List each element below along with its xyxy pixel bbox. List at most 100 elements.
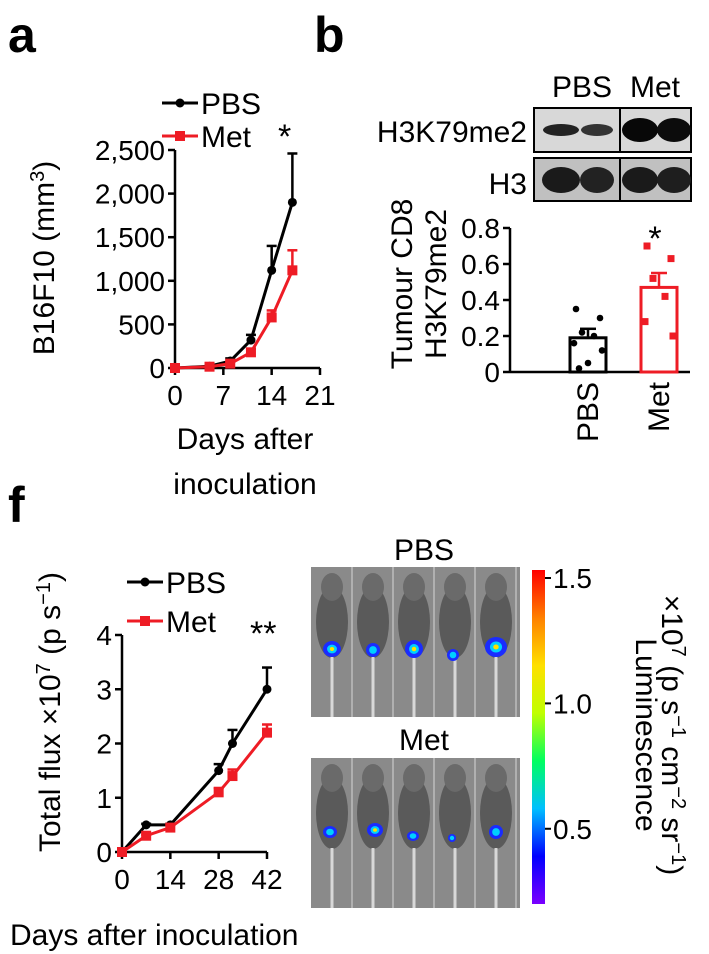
panel-b-ylabel-line1: Tumour CD8 <box>386 199 419 370</box>
panel-f-ytick-label: 2 <box>96 729 112 760</box>
panel-b-point-pbs <box>575 365 583 372</box>
legend-pbs-marker <box>140 577 150 587</box>
panel-b-ytick-label: 0.6 <box>461 249 500 280</box>
mouse-head <box>321 573 343 601</box>
panel-a-xlabel-line2: inoculation <box>173 468 316 501</box>
panel-b-point-met <box>649 274 657 282</box>
panel-f-met-point <box>227 771 238 782</box>
panel-f-met-point <box>262 727 272 738</box>
colorbar-tick-label: 1.5 <box>553 563 592 594</box>
luminescence-signal <box>493 644 499 650</box>
panel-a-pbs-point <box>287 197 297 207</box>
luminescence-signal <box>326 828 334 836</box>
luminescence-signal <box>409 833 417 839</box>
luminescence-signal <box>449 651 457 659</box>
panel-b-significance: * <box>648 220 661 258</box>
mouse-head <box>444 573 466 601</box>
panel-b-point-met <box>641 318 649 326</box>
colorbar-ticks: 0.5 1.0 1.5 <box>545 563 592 845</box>
mouse-body <box>398 586 430 658</box>
bioluminescence-image-pbs <box>311 567 520 717</box>
panel-b-point-pbs <box>572 305 580 313</box>
panel-a-pbs-point <box>246 335 256 345</box>
panel-a-met-point <box>225 358 236 369</box>
legend-met-label: Met <box>201 121 252 154</box>
luminescence-signal <box>369 646 377 654</box>
panel-b-point-pbs <box>584 359 592 367</box>
panel-a-met-point <box>170 363 180 373</box>
panel-f-xtick-label: 42 <box>251 864 282 895</box>
panel-f-xlabel: Days after inoculation <box>10 919 299 952</box>
western-blot-h3k79me2 <box>533 107 692 153</box>
panel-f-ytick-label: 0 <box>96 837 112 868</box>
mouse-head <box>403 573 425 601</box>
panel-a-ytick-label: 2,500 <box>95 135 165 166</box>
mouse-head <box>362 764 384 792</box>
mouse-body <box>480 777 512 849</box>
mouse-body <box>439 586 471 658</box>
panel-a-xtick-label: 0 <box>167 380 183 411</box>
panel-f-legend: PBS Met ** <box>127 567 276 653</box>
panel-a-ytick-label: 2,000 <box>95 179 165 210</box>
panel-a-met-point <box>266 312 277 323</box>
panel-b-point-met <box>643 242 651 250</box>
panel-a-xtick-label: 7 <box>216 380 232 411</box>
luminescence-signal <box>373 828 377 832</box>
panel-b-xtick-label-met: Met <box>643 381 676 432</box>
panel-f-plot: 0 1 2 3 4 0 14 28 42 <box>96 620 282 895</box>
panel-a-pbs-line <box>174 201 294 370</box>
blot-row-h3k79me2: H3K79me2 <box>377 116 527 149</box>
mouse-head <box>321 764 343 792</box>
mouse-head <box>485 764 507 792</box>
panel-f-met-point <box>141 830 152 841</box>
mouse-body <box>357 586 389 658</box>
panel-f-pbs-point <box>141 820 151 830</box>
mouse-head <box>485 573 507 601</box>
panel-b-ytick-label: 0 <box>484 357 500 388</box>
bioluminescence-image-met <box>311 758 520 908</box>
panel-a-xlabel-line1: Days after <box>177 423 314 456</box>
panel-b-ytick-label: 0.2 <box>461 321 500 352</box>
mouse-body <box>398 777 430 849</box>
panel-f-xtick-label: 0 <box>114 864 130 895</box>
panel-b-point-pbs <box>570 339 578 347</box>
panel-f-pbs-point <box>227 739 237 748</box>
mouse-body <box>316 586 348 658</box>
panel-b-label: b <box>314 7 345 63</box>
mouse-body <box>439 777 471 849</box>
panel-b-point-met <box>661 292 669 300</box>
luminescence-signal <box>449 835 455 841</box>
image-title-met: Met <box>399 724 450 757</box>
image-title-pbs: PBS <box>394 534 454 567</box>
legend-met-marker <box>140 616 150 626</box>
panel-b-point-pbs <box>590 332 598 340</box>
luminescence-colorbar <box>532 570 545 904</box>
panel-a-ylabel: B16F10 (mm3) <box>27 161 61 356</box>
panel-a-plot: 0 500 1,000 1,500 2,000 2,500 0 7 14 21 <box>95 135 336 411</box>
panel-f: f PBS Met ** Total flux ×107 (p s−1) 0 1 2… <box>8 477 689 952</box>
blot-row-h3: H3 <box>489 168 527 201</box>
western-blot-h3 <box>533 157 692 202</box>
colorbar-tick-label: 0.5 <box>553 814 592 845</box>
panel-b-ytick-label: 0.8 <box>461 213 500 244</box>
panel-a-met-point <box>245 347 256 358</box>
panel-f-pbs-line <box>120 688 269 853</box>
panel-b-point-pbs <box>598 347 606 354</box>
mouse-body <box>480 586 512 658</box>
panel-f-ylabel: Total flux ×107 (p s−1) <box>33 572 67 852</box>
panel-a-legend: PBS Met * <box>162 88 291 156</box>
panel-f-pbs-point <box>262 684 272 694</box>
panel-b-point-pbs <box>596 314 604 322</box>
panel-b-ytick-label: 0.4 <box>461 285 500 316</box>
legend-pbs-label: PBS <box>201 88 261 121</box>
panel-f-pbs-point <box>214 766 224 776</box>
legend-met-label: Met <box>166 606 217 639</box>
mouse-head <box>444 764 466 792</box>
panel-a-xtick-label: 14 <box>256 380 287 411</box>
panel-a-met-point <box>204 361 215 372</box>
panel-b: b PBS Met H3K79me2 H3 Tumour CD8 H3K79me… <box>314 7 692 442</box>
panel-a-pbs-point <box>267 265 277 275</box>
panel-f-label: f <box>8 477 25 533</box>
panel-f-met-point <box>117 847 127 857</box>
